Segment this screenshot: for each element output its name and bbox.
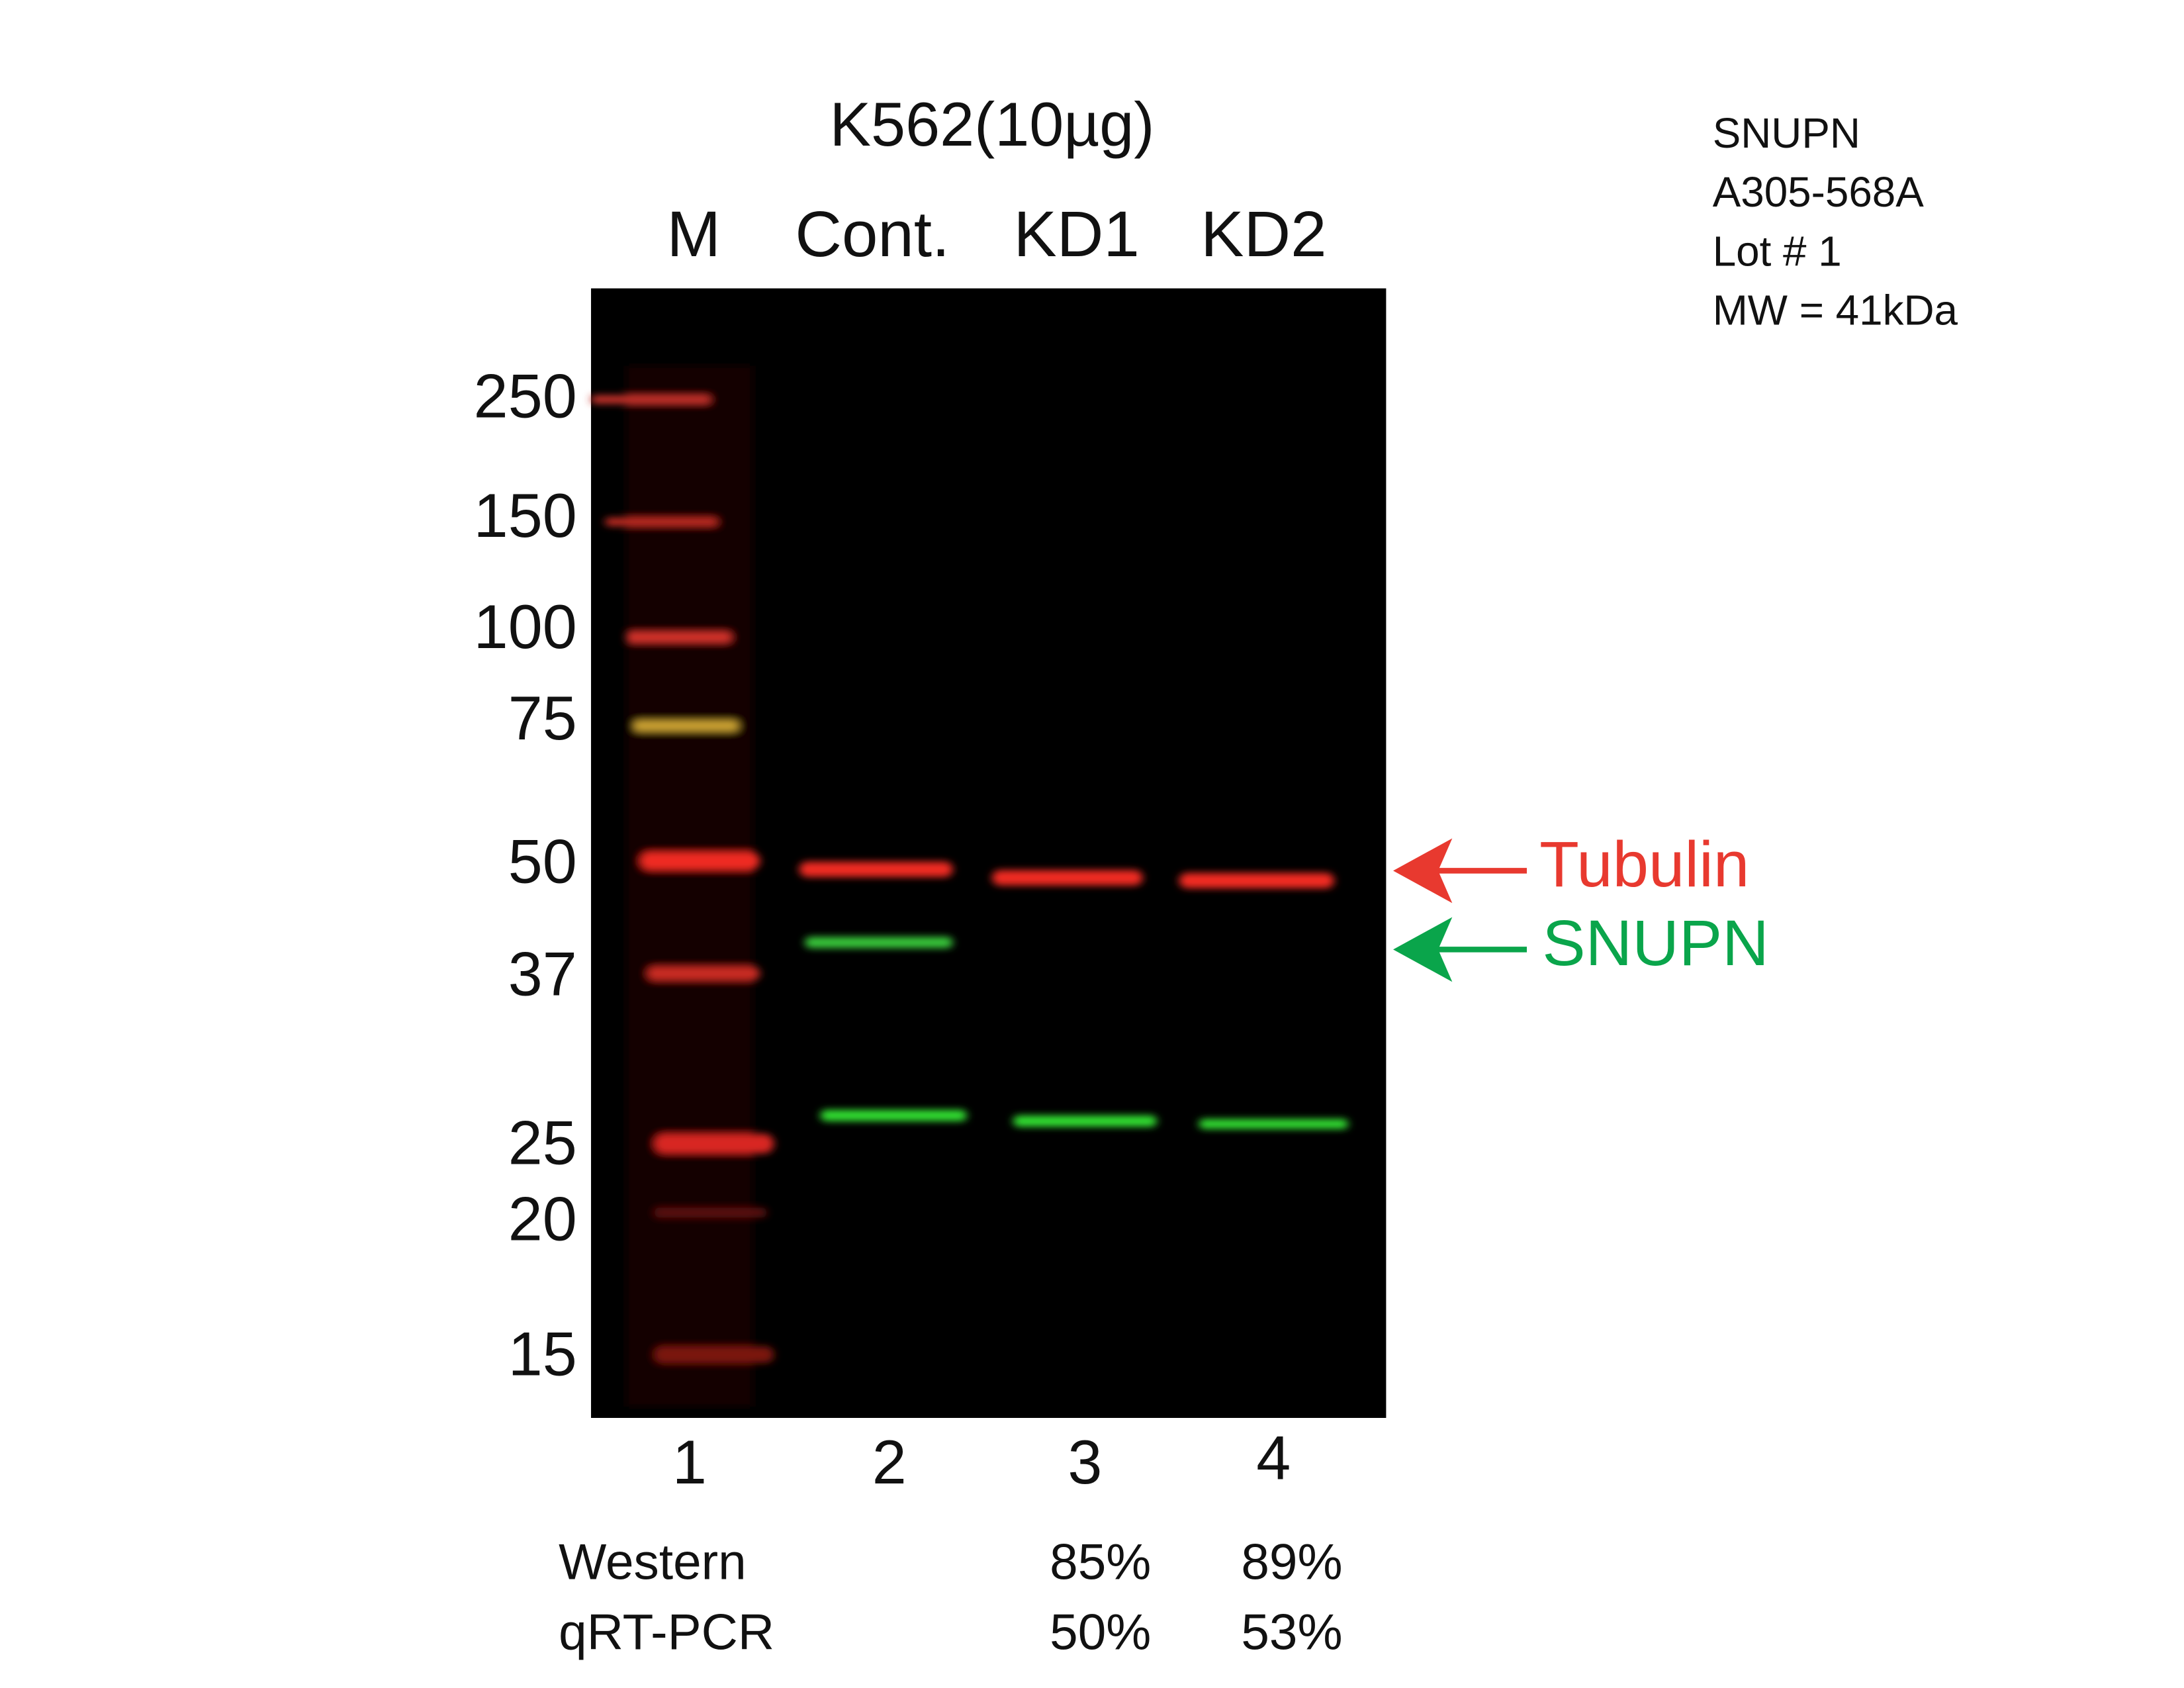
marker-label: 100: [474, 592, 577, 661]
marker-label: 250: [474, 361, 577, 430]
band: [992, 870, 1143, 886]
band: [647, 966, 760, 981]
bands: [591, 365, 1348, 1407]
lane-number: 3: [1068, 1427, 1102, 1497]
title: K562(10µg): [830, 89, 1155, 159]
band: [654, 1133, 774, 1154]
lane-header: Cont.: [795, 197, 950, 270]
band: [626, 632, 732, 643]
kd-value: 89%: [1241, 1534, 1342, 1590]
row-label: Western: [559, 1534, 747, 1590]
kd-value: 50%: [1050, 1605, 1151, 1661]
lane-header: KD1: [1013, 197, 1139, 270]
band: [820, 1109, 967, 1121]
lane-number: 2: [872, 1427, 907, 1497]
marker-label: 20: [508, 1184, 577, 1253]
marker-label: 25: [508, 1108, 577, 1178]
band: [640, 851, 760, 870]
marker-label: 50: [508, 827, 577, 896]
lane-number: 4: [1256, 1423, 1291, 1493]
info-text: SNUPN: [1713, 109, 1860, 157]
lane-header: M: [667, 197, 721, 270]
lane-number: 1: [672, 1427, 707, 1497]
band: [1199, 1119, 1348, 1129]
band: [591, 395, 711, 404]
info-text: A305-568A: [1713, 168, 1925, 216]
band: [654, 1207, 767, 1218]
info-text: MW = 41kDa: [1713, 287, 1958, 334]
info-text: Lot # 1: [1713, 227, 1842, 275]
arrow-label: Tubulin: [1539, 827, 1749, 900]
band: [799, 861, 953, 877]
lane-header: KD2: [1201, 197, 1326, 270]
band: [805, 937, 953, 949]
marker-label: 75: [508, 683, 577, 753]
marker-label: 15: [508, 1319, 577, 1388]
smear: [626, 365, 753, 1407]
arrow-label: SNUPN: [1542, 906, 1768, 979]
arrow-head: [1393, 838, 1453, 904]
kd-value: 85%: [1050, 1534, 1151, 1590]
band: [633, 720, 739, 731]
band: [1013, 1115, 1157, 1127]
band: [605, 518, 718, 526]
marker-label: 37: [508, 939, 577, 1009]
band: [654, 1346, 774, 1364]
marker-label: 150: [474, 481, 577, 550]
arrow-head: [1393, 917, 1453, 982]
row-label: qRT-PCR: [559, 1605, 774, 1661]
band: [1179, 872, 1334, 888]
kd-value: 53%: [1241, 1605, 1342, 1661]
